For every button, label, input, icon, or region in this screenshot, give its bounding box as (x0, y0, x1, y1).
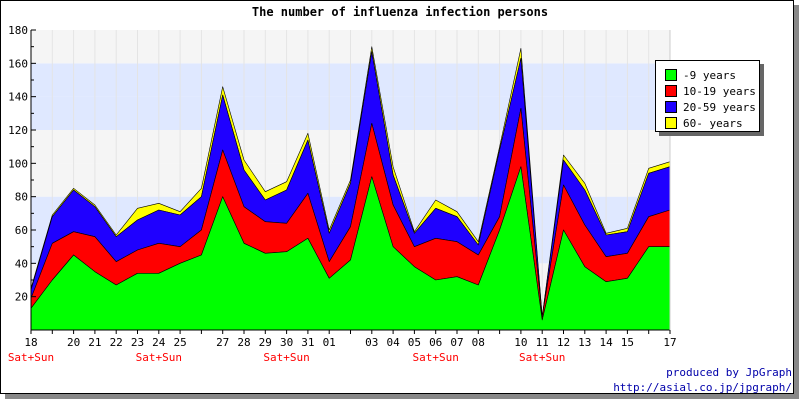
weekend-label: Sat+Sun (136, 351, 182, 364)
y-tick-label: 140 (8, 91, 28, 104)
legend-label: 20-59 years (683, 101, 756, 114)
chart-title: The number of influenza infection person… (252, 5, 548, 19)
weekend-label: Sat+Sun (519, 351, 565, 364)
y-tick-label: 180 (8, 24, 28, 37)
y-tick-label: 20 (15, 291, 28, 304)
x-tick-label: 12 (557, 336, 570, 349)
legend-label: -9 years (683, 69, 736, 82)
x-tick-label: 06 (429, 336, 442, 349)
x-tick-label: 29 (259, 336, 272, 349)
x-tick-label: 05 (408, 336, 421, 349)
x-tick-label: 24 (152, 336, 166, 349)
x-tick-label: 15 (621, 336, 634, 349)
x-tick-label: 25 (173, 336, 186, 349)
x-tick-label: 11 (536, 336, 549, 349)
x-tick-label: 03 (365, 336, 378, 349)
x-tick-label: 04 (386, 336, 400, 349)
y-tick-label: 80 (15, 191, 28, 204)
x-tick-label: 10 (514, 336, 527, 349)
x-axis-labels: 18 Sat+Sun 20 21 22 23 24 Sat+Sun 25 27 28 29 30 Sat+… (8, 336, 677, 364)
x-tick-label: 21 (88, 336, 101, 349)
legend-label: 10-19 years (683, 85, 756, 98)
x-tick-label: 23 (131, 336, 144, 349)
y-tick-label: 60 (15, 224, 28, 237)
y-tick-label: 40 (15, 257, 28, 270)
x-tick-label: 14 (599, 336, 613, 349)
legend-swatch (665, 101, 677, 113)
legend-swatch (665, 117, 677, 129)
plot-areas (30, 46, 671, 331)
weekend-label: Sat+Sun (413, 351, 459, 364)
credit-line-2[interactable]: http://asial.co.jp/jpgraph/ (613, 381, 792, 394)
legend-swatch (665, 69, 677, 81)
x-tick-label: 20 (67, 336, 80, 349)
x-tick-label: 07 (450, 336, 463, 349)
x-tick-label: 22 (110, 336, 123, 349)
x-tick-label: 31 (301, 336, 314, 349)
x-tick-label: 18 (24, 336, 37, 349)
x-tick-label: 27 (216, 336, 229, 349)
weekend-label: Sat+Sun (8, 351, 54, 364)
legend: -9 years 10-19 years 20-59 years 60- years (655, 60, 764, 136)
x-tick-label: 28 (237, 336, 250, 349)
weekend-label: Sat+Sun (263, 351, 309, 364)
plot-axes (30, 29, 671, 334)
x-tick-label: 13 (578, 336, 591, 349)
y-tick-label: 120 (8, 124, 28, 137)
x-tick-label: 30 (280, 336, 293, 349)
y-tick-label: 160 (8, 57, 28, 70)
y-tick-label: 100 (8, 157, 28, 170)
x-tick-label: 08 (472, 336, 485, 349)
credit-line-1: produced by JpGraph (666, 366, 792, 379)
y-axis-labels: 20 40 60 80 100 120 140 160 180 (8, 24, 28, 304)
x-tick-label: 01 (323, 336, 336, 349)
legend-label: 60- years (683, 117, 743, 130)
x-tick-label: 17 (663, 336, 676, 349)
legend-swatch (665, 85, 677, 97)
